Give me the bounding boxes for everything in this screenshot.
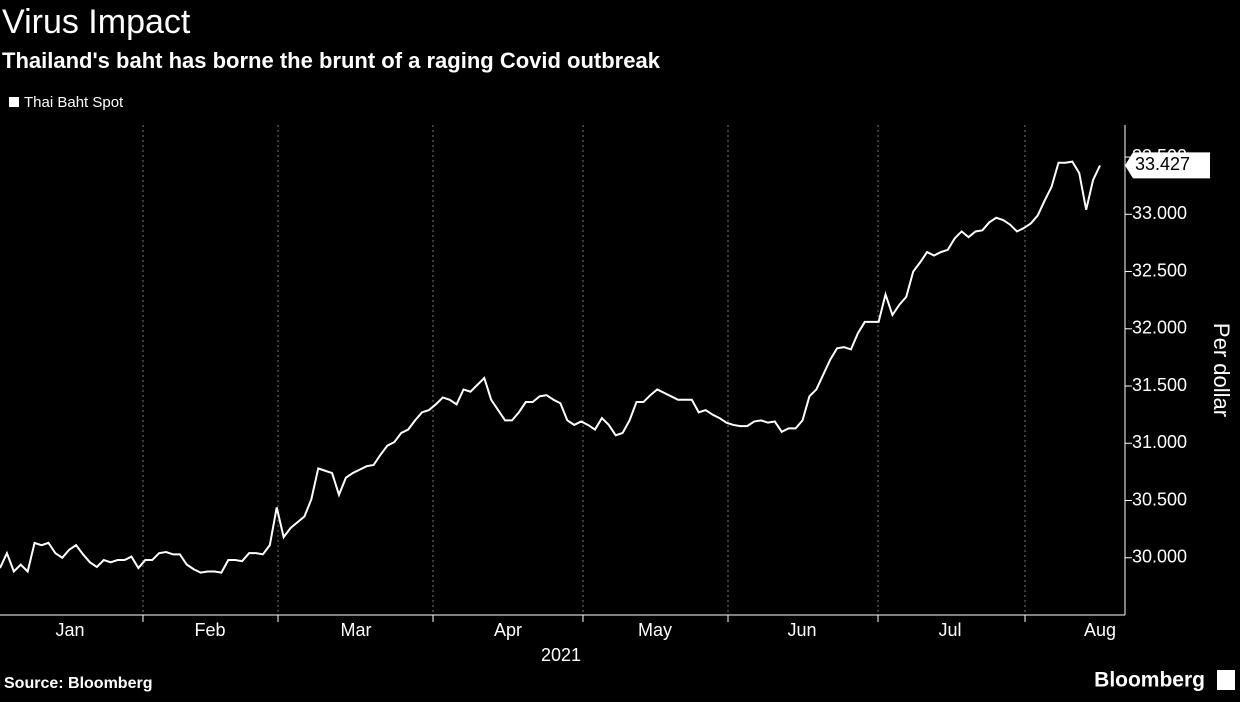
- x-tick-label: May: [638, 620, 672, 640]
- last-value-box: [1125, 152, 1210, 179]
- legend-label: Thai Baht Spot: [24, 94, 124, 111]
- x-tick-label: Jun: [787, 620, 816, 640]
- last-value-label: 33.427: [1135, 154, 1190, 174]
- y-axis-label: Per dollar: [1209, 323, 1234, 417]
- chart-title: Virus Impact: [2, 3, 191, 41]
- x-tick-label: Jul: [938, 620, 961, 640]
- y-tick-label: 31.500: [1132, 375, 1187, 395]
- y-tick-label: 32.500: [1132, 260, 1187, 280]
- x-tick-label: Jan: [55, 620, 84, 640]
- x-axis-label: 2021: [541, 645, 581, 665]
- y-tick-label: 31.000: [1132, 432, 1187, 452]
- brand: Bloomberg: [1094, 669, 1205, 692]
- y-tick-label: 33.000: [1132, 203, 1187, 223]
- legend-swatch: [9, 97, 19, 107]
- x-tick-label: Feb: [194, 620, 225, 640]
- chart-subtitle: Thailand's baht has borne the brunt of a…: [2, 48, 661, 73]
- y-tick-label: 30.000: [1132, 547, 1187, 567]
- y-tick-label: 30.500: [1132, 489, 1187, 509]
- line: [0, 160, 1101, 574]
- x-tick-label: Aug: [1084, 620, 1116, 640]
- x-tick-label: Mar: [341, 620, 372, 640]
- x-tick-label: Apr: [494, 620, 522, 640]
- y-tick-label: 32.000: [1132, 318, 1187, 338]
- source: Source: Bloomberg: [4, 675, 152, 692]
- brand-icon: [1217, 670, 1235, 690]
